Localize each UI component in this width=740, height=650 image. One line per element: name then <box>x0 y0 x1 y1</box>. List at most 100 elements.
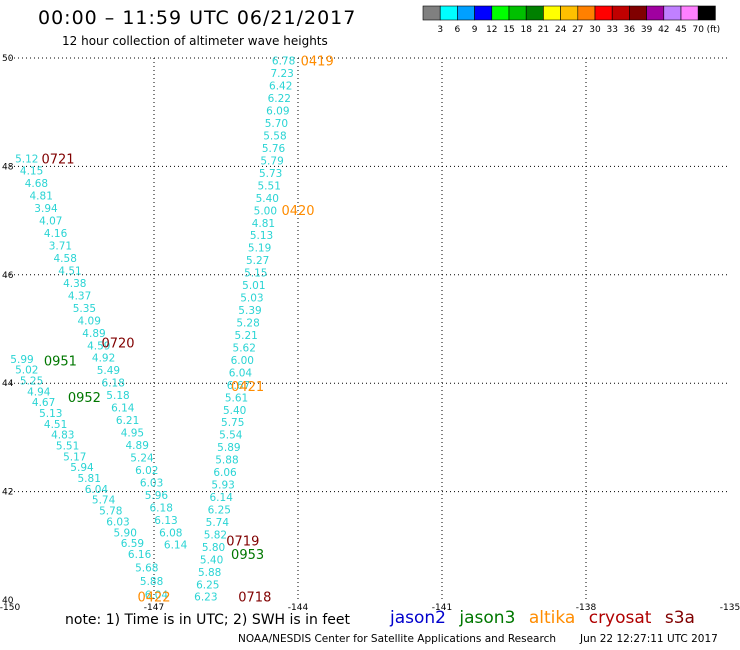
swh-value-label: 5.70 <box>265 118 288 130</box>
swh-value-label: 4.81 <box>252 218 275 230</box>
swh-value-label: 4.89 <box>82 328 105 340</box>
latitude-tick-label: 40 <box>2 596 14 606</box>
swh-value-label: 5.18 <box>106 390 129 402</box>
swh-value-label: 3.71 <box>49 241 72 253</box>
swh-value-label: 5.96 <box>145 490 169 502</box>
swh-value-label: 5.76 <box>262 143 286 155</box>
swh-value-label: 6.25 <box>196 579 219 591</box>
swh-value-label: 6.16 <box>128 549 152 561</box>
swh-value-label: 5.78 <box>99 506 122 518</box>
swh-value-label: 5.90 <box>114 527 137 539</box>
swh-value-label: 5.01 <box>242 280 265 292</box>
swh-value-label: 5.19 <box>248 243 271 255</box>
swh-value-label: 6.04 <box>85 484 109 496</box>
satellite-s3a-label: s3a <box>664 608 695 628</box>
swh-value-label: 4.09 <box>78 315 101 327</box>
legend-tick-label: 33 <box>606 25 617 35</box>
satellite-key: jason2 jason3 altika cryosat s3a <box>390 608 703 628</box>
swh-value-label: 5.68 <box>135 562 158 574</box>
swh-value-label: 6.08 <box>159 527 182 539</box>
swh-value-label: 6.18 <box>150 502 173 514</box>
swh-value-label: 5.88 <box>215 455 238 467</box>
swh-value-label: 6.42 <box>269 81 292 93</box>
longitude-tick-label: -135 <box>720 603 740 613</box>
satellite-jason3-label: jason3 <box>459 608 516 628</box>
swh-value-label: 4.95 <box>121 428 144 440</box>
pass-time-label: 0420 <box>281 204 314 219</box>
swh-value-label: 5.40 <box>256 193 279 205</box>
legend-tick-label: 39 <box>641 25 653 35</box>
pass-time-label: 0952 <box>68 391 101 406</box>
legend-tick-label: 6 <box>455 25 461 35</box>
pass-time-label: 0721 <box>41 152 74 167</box>
swh-value-label: 5.79 <box>260 155 283 167</box>
legend-tick-label: 3 <box>437 25 443 35</box>
legend-tick-label: 30 <box>589 25 601 35</box>
swh-value-label: 6.03 <box>106 516 129 528</box>
swh-value-label: 4.38 <box>63 278 86 290</box>
swh-value-label: 6.59 <box>121 538 144 550</box>
pass-time-label: 0419 <box>301 55 334 70</box>
latitude-tick-label: 50 <box>2 54 14 64</box>
swh-value-label: 5.27 <box>246 255 269 267</box>
legend-swatch <box>697 5 716 21</box>
longitude-tick-label: -141 <box>432 603 452 613</box>
swh-value-label: 5.75 <box>221 417 244 429</box>
credit-line: NOAA/NESDIS Center for Satellite Applica… <box>238 633 556 645</box>
swh-value-label: 5.40 <box>200 554 223 566</box>
swh-value-label: 4.37 <box>68 290 91 302</box>
swh-value-label: 5.73 <box>259 168 282 180</box>
latitude-tick-label: 42 <box>2 488 13 498</box>
swh-value-label: 4.67 <box>32 397 55 409</box>
pass-time-label: 0718 <box>238 591 271 606</box>
legend-tick-label: 27 <box>572 25 583 35</box>
swh-value-label: 4.68 <box>25 178 48 190</box>
swh-value-label: 4.59 <box>87 340 110 352</box>
footer-note: note: 1) Time is in UTC; 2) SWH is in fe… <box>65 612 351 628</box>
swh-value-label: 5.24 <box>130 452 154 464</box>
swh-value-label: 4.81 <box>30 191 53 203</box>
swh-value-label: 3.94 <box>34 203 58 215</box>
swh-value-label: 5.74 <box>206 517 230 529</box>
swh-value-label: 5.25 <box>20 375 43 387</box>
legend-tick-label: 15 <box>503 25 514 35</box>
swh-value-label: 4.83 <box>51 430 74 442</box>
pass-time-label: 0953 <box>231 548 264 563</box>
satellite-cryosat-label: cryosat <box>588 608 652 628</box>
swh-value-label: 5.17 <box>63 451 86 463</box>
longitude-tick-label: -147 <box>144 603 164 613</box>
latitude-tick-label: 46 <box>2 271 14 281</box>
swh-value-label: 5.39 <box>238 305 261 317</box>
swh-value-label: 6.00 <box>231 355 254 367</box>
swh-value-label: 6.21 <box>116 415 139 427</box>
swh-value-label: 6.22 <box>268 93 291 105</box>
swh-value-label: 5.21 <box>234 330 257 342</box>
swh-value-label: 5.00 <box>254 205 277 217</box>
satellite-altika-label: altika <box>528 608 576 628</box>
swh-value-label: 5.80 <box>202 542 225 554</box>
swh-value-label: 4.51 <box>44 419 67 431</box>
color-legend: 3 6 9 12 15 18 21 24 27 30 33 36 39 42 45 70 (ft) <box>422 5 720 35</box>
swh-value-label: 5.40 <box>223 405 246 417</box>
swh-value-label: 5.94 <box>70 462 94 474</box>
pass-time-label: 0421 <box>231 380 264 395</box>
swh-value-label: 6.04 <box>229 367 253 379</box>
legend-tick-label: 21 <box>538 25 549 35</box>
swh-value-label: 5.12 <box>15 153 38 165</box>
swh-value-label: 6.67 <box>227 380 250 392</box>
swh-value-label: 6.78 <box>272 56 295 68</box>
swh-value-label: 5.02 <box>15 365 38 377</box>
swh-value-label: 5.62 <box>233 342 256 354</box>
swh-value-label: 6.14 <box>210 492 234 504</box>
swh-value-label: 6.18 <box>102 378 125 390</box>
swh-value-label: 4.94 <box>27 386 51 398</box>
swh-value-label: 5.13 <box>250 230 273 242</box>
legend-tick-label: 70 <box>692 25 704 35</box>
latitude-tick-label: 44 <box>2 379 14 389</box>
swh-value-label: 6.13 <box>154 515 177 527</box>
swh-value-label: 5.35 <box>73 303 96 315</box>
swh-value-label: 6.02 <box>135 465 158 477</box>
swh-value-label: 5.93 <box>211 480 234 492</box>
legend-tick-label: 9 <box>472 25 478 35</box>
